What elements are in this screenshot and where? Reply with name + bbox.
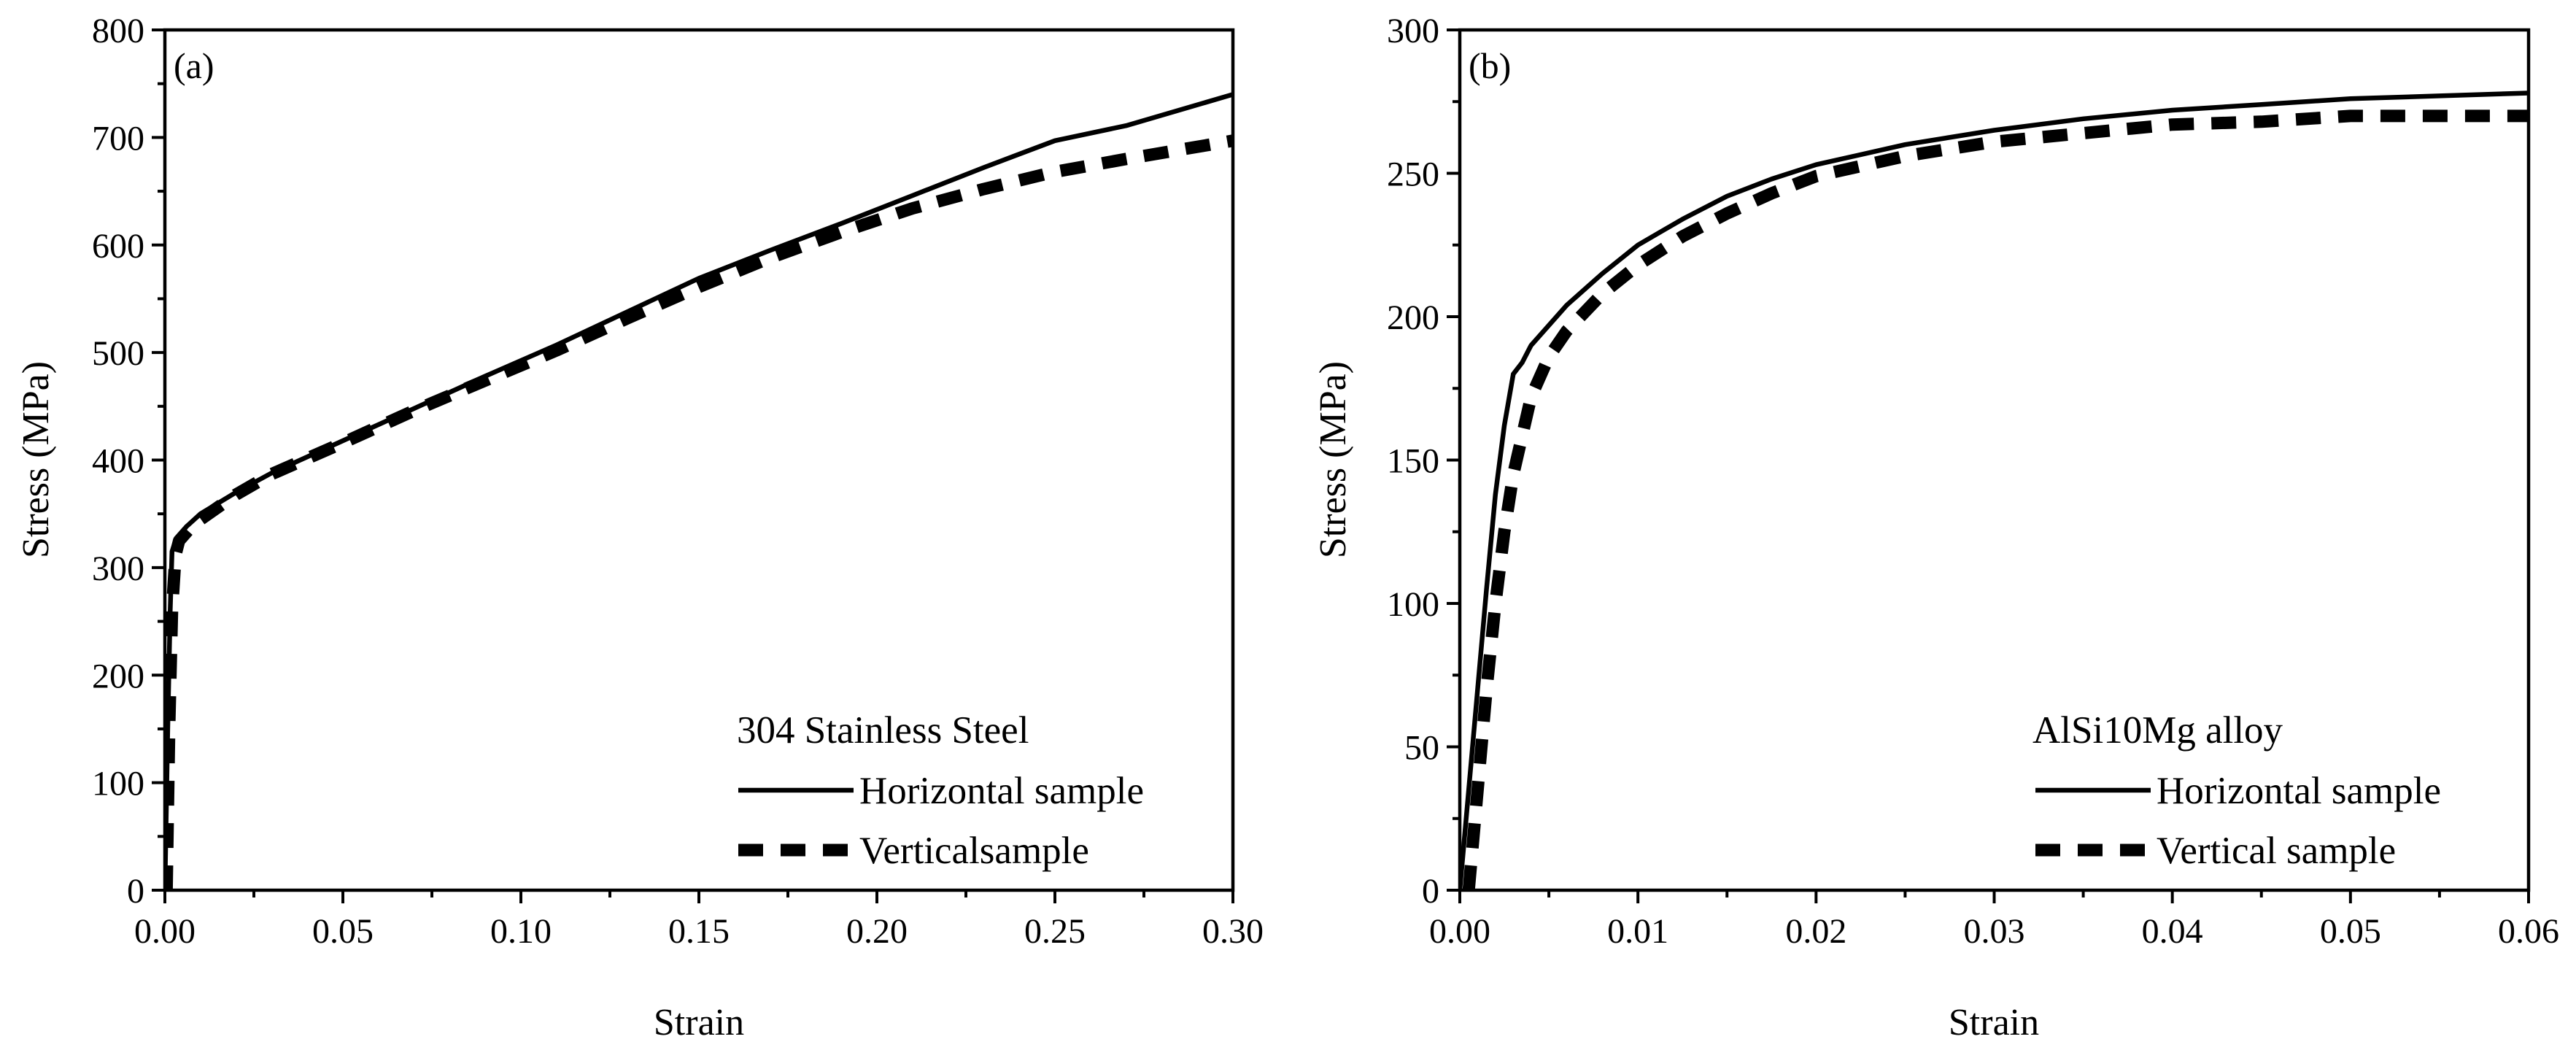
panel-b-x-tick-label: 0.02 [1785,912,1846,951]
panel-a-label: (a) [174,45,214,86]
panel-b-series-horizontal-line [1460,90,2529,890]
panel-a-series-vertical-line [165,134,1233,890]
panel-a-legend-label-horizontal: Horizontal sample [859,770,1144,812]
panel-a-y-tick-label: 500 [92,334,144,373]
panel-b-legend: AlSi10Mg alloy Horizontal sample Vertica… [2032,709,2441,872]
panel-b-x-tick-label: 0.01 [1607,912,1668,951]
panel-a-y-axis-title: Stress (MPa) [15,361,57,558]
panel-b-x-tick-label: 0.03 [1964,912,2025,951]
panel-b-y-tick-label: 200 [1387,298,1439,337]
panel-a-y-tick-label: 800 [92,12,144,50]
panel-b-y-tick-label: 100 [1387,585,1439,624]
panel-a-y-tick-label: 400 [92,442,144,481]
panel-a-legend-title: 304 Stainless Steel [737,709,1029,752]
panel-a-x-axis-title: Strain [654,1002,744,1043]
panel-b-x-tick-label: 0.06 [2498,912,2559,951]
panel-b-x-tick-label: 0.04 [2142,912,2203,951]
panel-a-x-tick-label: 0.10 [490,912,552,951]
panel-b-ticks: 0.00 0.01 0.02 0.03 0.04 0.05 0.06 0 50 100 150 200… [1387,12,2559,951]
panel-b-plot-marks [1460,90,2529,890]
panel-b-label: (b) [1469,45,1511,86]
panel-b-y-tick-label: 300 [1387,12,1439,50]
panel-b-x-tick-label: 0.00 [1429,912,1490,951]
chart-panel-b: 0.00 0.01 0.02 0.03 0.04 0.05 0.06 0 50 100 150 200… [1312,12,2559,1043]
panel-a-y-tick-label: 100 [92,765,144,803]
panel-b-x-axis-title: Strain [1949,1002,2039,1043]
panel-b-y-tick-label: 0 [1422,872,1439,911]
panel-a-x-tick-label: 0.20 [846,912,908,951]
panel-a-plot-marks [165,92,1233,890]
chart-panel-a: 0.00 0.05 0.10 0.15 0.20 0.25 0.30 0 100 200 300 40… [15,12,1264,1043]
panel-b-y-tick-label: 50 [1404,729,1439,768]
panel-a-legend-label-vertical: Verticalsample [859,830,1089,872]
panel-a-y-tick-label: 0 [127,872,144,911]
panel-b-legend-label-horizontal: Horizontal sample [2157,770,2441,812]
panel-b-x-tick-label: 0.05 [2320,912,2381,951]
panel-b-y-axis-title: Stress (MPa) [1312,361,1354,558]
panel-a-y-tick-label: 200 [92,657,144,695]
panel-b-legend-title: AlSi10Mg alloy [2032,709,2283,752]
panel-a-y-tick-label: 300 [92,549,144,588]
panel-a-plot-frame [163,28,1235,892]
panel-b-y-tick-label: 150 [1387,442,1439,481]
panel-b-series-vertical-line [1462,109,2529,890]
panel-a-x-tick-label: 0.30 [1202,912,1264,951]
panel-a-x-tick-label: 0.25 [1024,912,1086,951]
panel-a-x-tick-label: 0.00 [134,912,196,951]
panel-a-legend: 304 Stainless Steel Horizontal sample Ve… [737,709,1144,872]
panel-a-x-tick-label: 0.15 [668,912,730,951]
panel-a-ticks: 0.00 0.05 0.10 0.15 0.20 0.25 0.30 0 100 200 300 40… [92,12,1264,951]
panel-a-y-tick-label: 700 [92,119,144,158]
panel-b-legend-label-vertical: Vertical sample [2157,830,2396,872]
panel-a-x-tick-label: 0.05 [312,912,374,951]
panel-a-y-tick-label: 600 [92,227,144,266]
panel-b-plot-frame [1458,28,2531,892]
panel-b-y-tick-label: 250 [1387,155,1439,194]
